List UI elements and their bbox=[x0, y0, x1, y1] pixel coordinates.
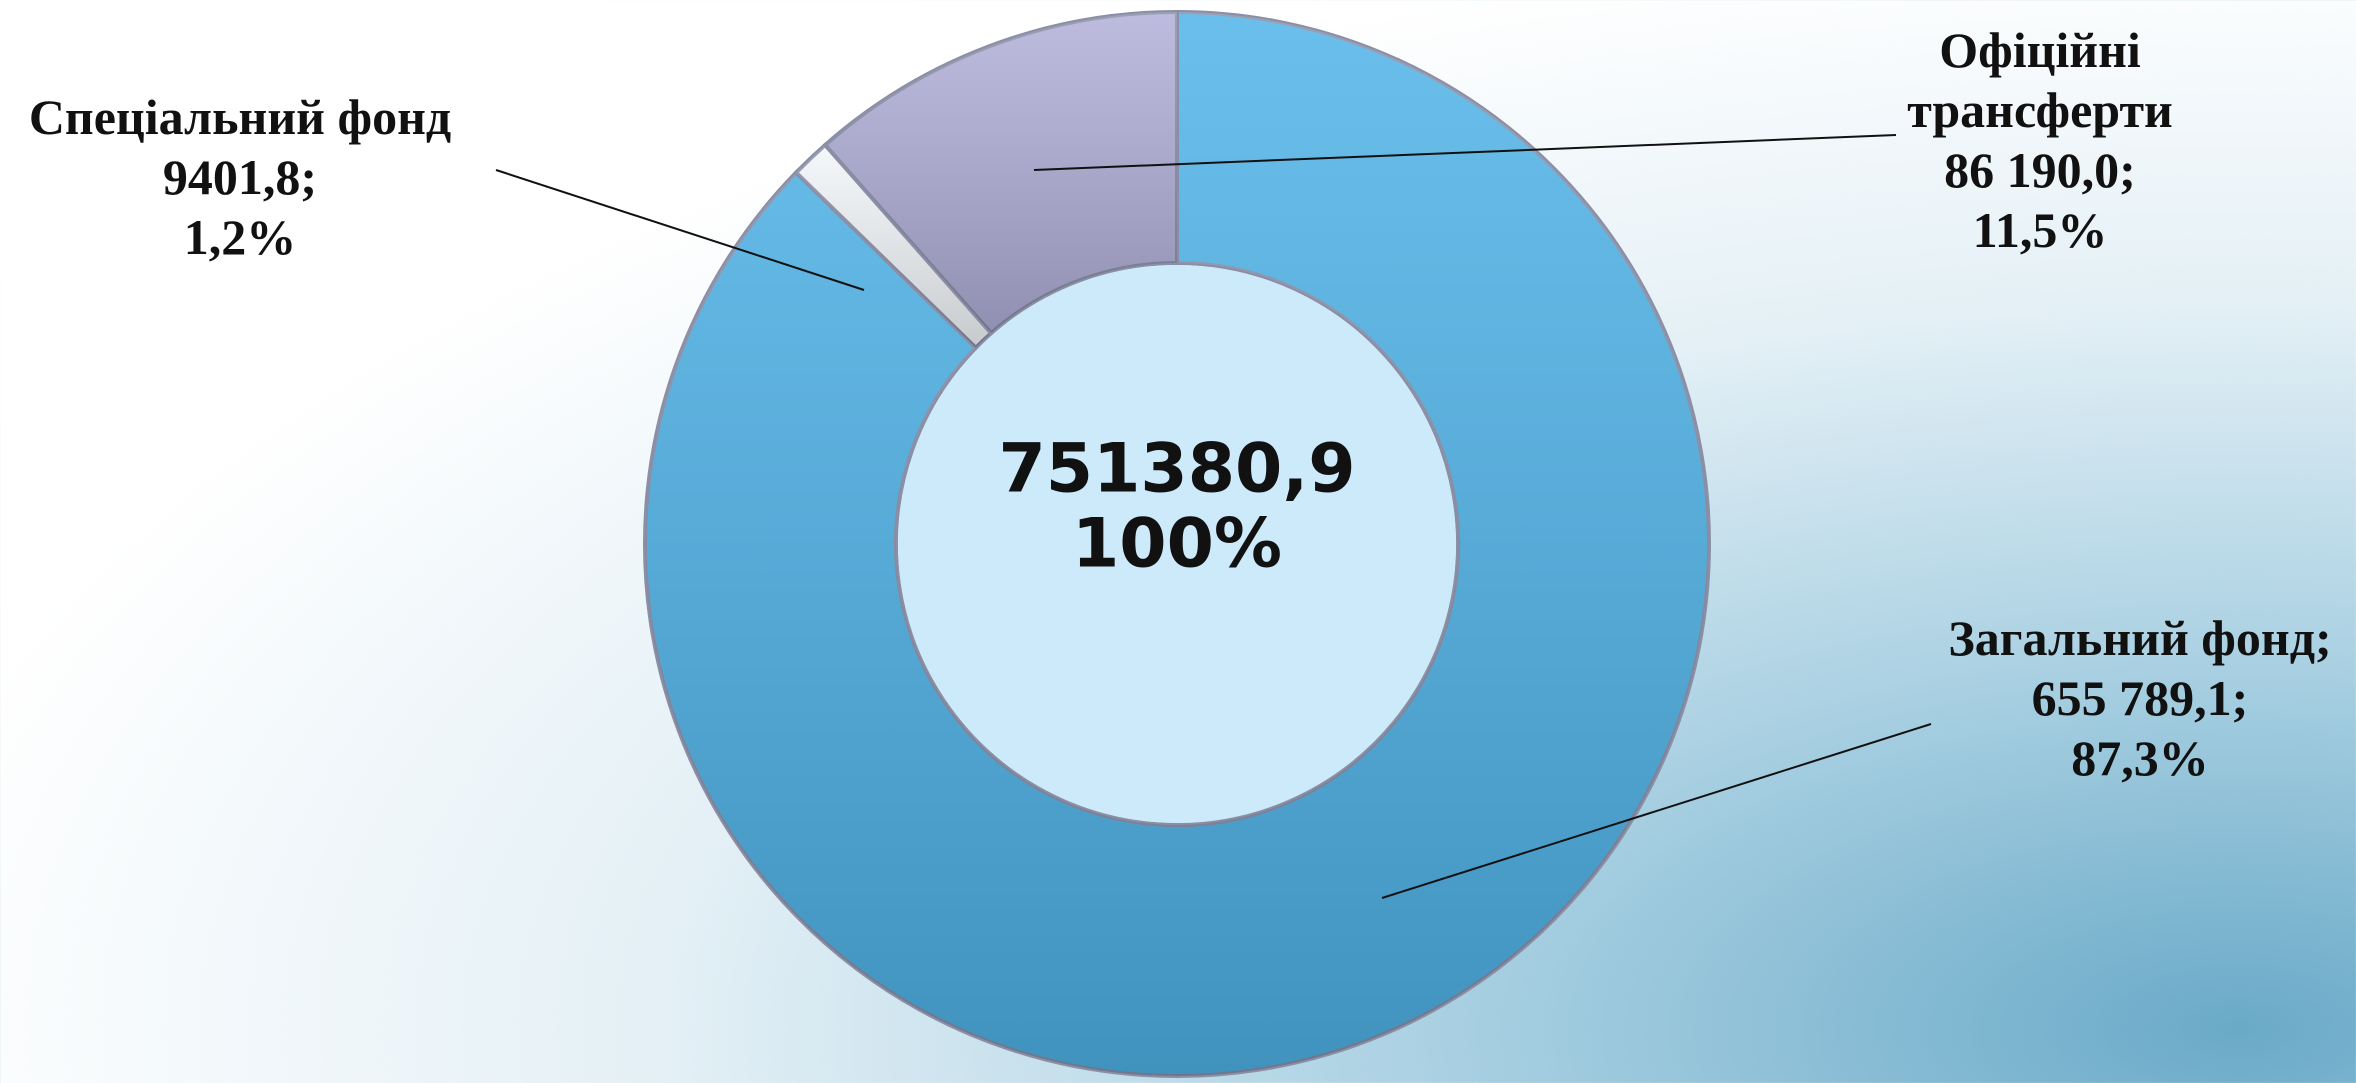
leader-line bbox=[1381, 723, 1932, 899]
segment-label: Офіційні трансферти 86 190,0; 11,5% bbox=[1870, 20, 2210, 260]
label-amount: 655 789,1; bbox=[2031, 670, 2249, 726]
segment-label: Спеціальний фонд 9401,8; 1,2% bbox=[0, 87, 550, 267]
leader-line bbox=[495, 169, 865, 291]
label-amount: 86 190,0; bbox=[1944, 142, 2136, 198]
segment-label: Загальний фонд; 655 789,1; 87,3% bbox=[1830, 608, 2356, 788]
label-name: Загальний фонд; bbox=[1948, 610, 2332, 666]
donut-hole bbox=[898, 265, 1456, 823]
leader-line bbox=[1033, 134, 1897, 171]
label-percent: 87,3% bbox=[2071, 730, 2209, 786]
label-percent: 11,5% bbox=[1972, 202, 2108, 258]
label-name: Спеціальний фонд bbox=[28, 89, 452, 145]
label-name: Офіційні трансферти bbox=[1907, 22, 2173, 138]
total-value: 751380,9 bbox=[998, 430, 1355, 509]
total-percent: 100% bbox=[1072, 505, 1282, 584]
label-percent: 1,2% bbox=[183, 209, 297, 265]
label-amount: 9401,8; bbox=[162, 149, 318, 205]
